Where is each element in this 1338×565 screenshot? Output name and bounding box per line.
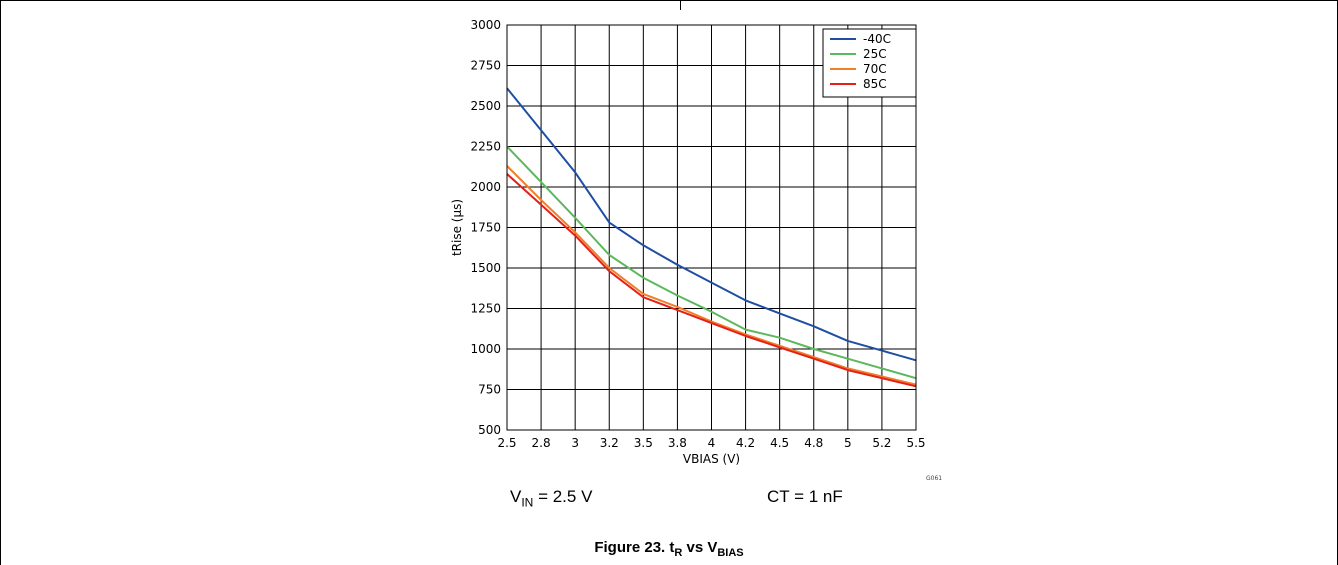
caption-prefix: Figure 23. t bbox=[594, 539, 675, 556]
trise-vs-vbias-chart: 2.5 2.8 3 3.2 3.5 3.8 4 4.2 4.5 4.8 5 5.2 5.5 500 750 1… bbox=[450, 18, 942, 482]
ct-condition: CT = 1 nF bbox=[767, 487, 843, 506]
figure-caption: Figure 23. tR vs VBIAS bbox=[0, 539, 1338, 559]
frame-left-line bbox=[0, 0, 1, 565]
y-tick-label: 3000 bbox=[470, 18, 501, 32]
caption-t-subscript: R bbox=[674, 547, 683, 559]
x-tick-label: 3 bbox=[571, 436, 579, 450]
x-tick-label: 3.2 bbox=[600, 436, 619, 450]
caption-mid: vs V bbox=[682, 539, 718, 556]
y-tick-label: 500 bbox=[478, 423, 501, 437]
frame-top-line bbox=[0, 0, 1338, 1]
plot-border bbox=[506, 24, 917, 431]
y-tick-label: 2750 bbox=[470, 59, 501, 73]
x-tick-label: 4.5 bbox=[770, 436, 789, 450]
series-line-85c bbox=[506, 173, 917, 388]
x-tick-label: 4 bbox=[708, 436, 716, 450]
legend-label-70c: 70C bbox=[863, 62, 887, 76]
figure-code: G061 bbox=[926, 475, 942, 482]
series-line-70c bbox=[506, 165, 917, 386]
vin-value: = 2.5 V bbox=[533, 487, 593, 506]
vin-subscript: IN bbox=[521, 495, 534, 510]
x-tick-label: 5.5 bbox=[906, 436, 925, 450]
y-tick-label: 2000 bbox=[470, 180, 501, 194]
x-tick-label: 3.8 bbox=[668, 436, 687, 450]
x-axis-title: VBIAS (V) bbox=[683, 452, 740, 466]
y-tick-label: 1250 bbox=[470, 302, 501, 316]
vin-condition: VIN = 2.5 V bbox=[510, 487, 592, 509]
vin-symbol: V bbox=[510, 487, 522, 506]
series-layer bbox=[506, 87, 917, 388]
y-tick-label: 1000 bbox=[470, 342, 501, 356]
x-tick-label: 2.8 bbox=[532, 436, 551, 450]
y-tick-label: 2250 bbox=[470, 140, 501, 154]
y-tick-label: 750 bbox=[478, 383, 501, 397]
legend-label-40c: -40C bbox=[863, 32, 891, 46]
x-tick-label: 2.5 bbox=[497, 436, 516, 450]
series-line-40c bbox=[506, 87, 917, 362]
tick-label-layer: 2.5 2.8 3 3.2 3.5 3.8 4 4.2 4.5 4.8 5 5.2 5.5 500 750 1… bbox=[470, 18, 925, 450]
y-tick-label: 1750 bbox=[470, 221, 501, 235]
y-tick-label: 1500 bbox=[470, 261, 501, 275]
legend-box bbox=[822, 28, 917, 98]
legend-label-85c: 85C bbox=[863, 77, 887, 91]
x-tick-label: 4.2 bbox=[736, 436, 755, 450]
series-line-25c bbox=[506, 145, 917, 380]
legend-label-25c: 25C bbox=[863, 47, 887, 61]
frame-divider-line bbox=[680, 0, 681, 10]
x-tick-label: 3.5 bbox=[634, 436, 653, 450]
y-axis-title: tRise (µs) bbox=[450, 199, 464, 256]
caption-v-subscript: BIAS bbox=[717, 547, 744, 559]
y-tick-label: 2500 bbox=[470, 99, 501, 113]
x-tick-label: 5.2 bbox=[872, 436, 891, 450]
x-tick-label: 5 bbox=[844, 436, 852, 450]
x-tick-label: 4.8 bbox=[804, 436, 823, 450]
